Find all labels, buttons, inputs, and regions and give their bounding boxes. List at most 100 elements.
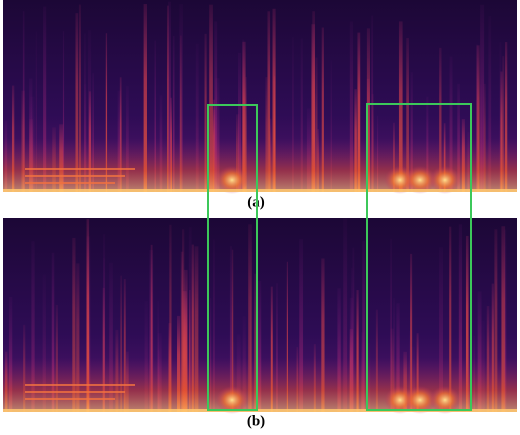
streak: [352, 247, 355, 412]
streak: [321, 258, 325, 412]
streak: [457, 83, 460, 192]
streak: [357, 32, 361, 193]
harmonic: [25, 398, 115, 400]
harmonic: [25, 168, 135, 170]
streak: [286, 261, 288, 412]
streak: [157, 300, 159, 412]
streak: [349, 297, 354, 412]
streak: [276, 283, 278, 412]
energy-blob: [403, 166, 437, 194]
spectrogram: [3, 0, 517, 194]
spectrogram: [3, 218, 517, 414]
streak: [149, 249, 154, 412]
streak: [396, 303, 400, 412]
streak: [504, 229, 507, 412]
spectrograms: [3, 0, 517, 414]
streak: [477, 291, 482, 412]
streak: [398, 21, 403, 193]
streak: [8, 296, 13, 412]
streak: [300, 38, 303, 192]
streak: [78, 4, 81, 193]
streak: [86, 219, 90, 412]
streak: [180, 35, 182, 192]
streak: [172, 35, 175, 192]
streak: [491, 283, 494, 412]
streak: [31, 241, 35, 412]
streak: [488, 16, 492, 193]
streak: [194, 246, 199, 412]
streak: [245, 76, 247, 192]
harmonic: [25, 391, 125, 393]
streak: [209, 4, 213, 193]
streak: [449, 226, 452, 412]
streak: [229, 246, 232, 412]
streak: [168, 1, 171, 192]
streak: [51, 252, 55, 412]
streak: [248, 224, 252, 412]
energy-blob: [429, 166, 461, 194]
streak: [169, 224, 172, 412]
harmonic: [25, 384, 135, 386]
streak: [366, 78, 370, 192]
streak: [439, 247, 443, 412]
streak: [356, 290, 359, 412]
energy-blob: [215, 386, 249, 414]
streak: [72, 237, 76, 412]
streak: [315, 57, 318, 193]
streak: [439, 47, 442, 193]
streak: [254, 273, 258, 412]
panel-label: (b): [247, 413, 265, 429]
highlight-box: [366, 103, 472, 411]
streak: [215, 78, 220, 192]
streak: [210, 298, 212, 412]
streak: [337, 288, 341, 412]
harmonic: [25, 175, 125, 177]
streak: [213, 239, 215, 412]
streak: [449, 56, 453, 192]
streak: [410, 72, 413, 192]
streak: [143, 4, 147, 193]
streak: [105, 33, 108, 193]
streak: [188, 227, 192, 412]
streak: [311, 24, 316, 193]
energy-blob: [429, 386, 461, 414]
streak: [109, 262, 113, 412]
harmonic: [25, 182, 115, 184]
streak: [43, 6, 47, 193]
streak: [75, 13, 79, 192]
streak: [292, 37, 294, 192]
streak: [180, 251, 184, 412]
base-line: [3, 189, 517, 192]
highlight-box: [207, 104, 258, 411]
streak: [120, 275, 122, 412]
streak: [465, 235, 469, 412]
streak: [458, 224, 463, 412]
streak: [505, 42, 508, 193]
streak: [272, 8, 276, 193]
streak: [92, 73, 94, 192]
streak: [238, 52, 242, 192]
streak: [42, 274, 46, 412]
streak: [494, 229, 498, 412]
streak: [257, 280, 262, 412]
streak: [76, 263, 80, 412]
streak: [502, 56, 505, 192]
streak: [265, 77, 268, 192]
streak: [362, 240, 366, 412]
streak: [483, 83, 486, 192]
streak: [476, 44, 478, 192]
streak: [88, 30, 92, 192]
streak: [123, 279, 126, 412]
streak: [330, 60, 333, 192]
streak: [390, 238, 392, 412]
streak: [195, 43, 199, 192]
streak: [84, 84, 87, 192]
streak: [501, 226, 506, 412]
streak: [103, 234, 106, 412]
streak: [500, 71, 503, 192]
streak: [166, 5, 169, 192]
streak: [321, 27, 324, 193]
energy-blob: [403, 386, 437, 414]
